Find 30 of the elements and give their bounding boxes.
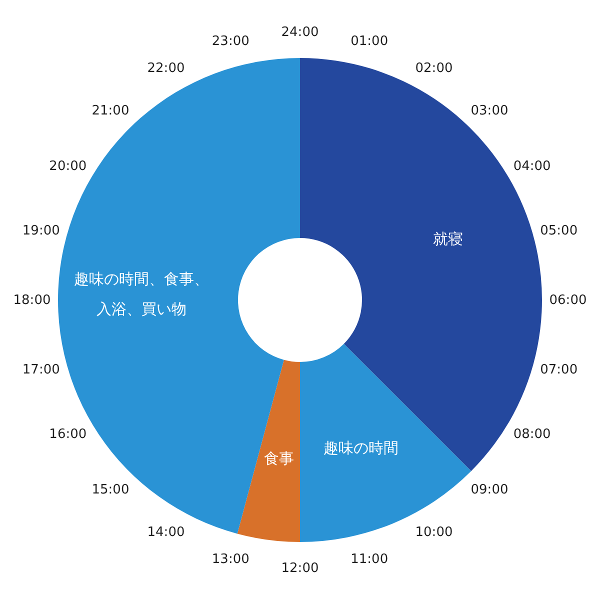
donut-slice [300, 344, 472, 542]
text: 10:00 [415, 525, 453, 540]
text: 21:00 [92, 103, 130, 118]
slice-label: 食事 [264, 450, 294, 468]
text: 08:00 [513, 427, 551, 442]
text: 12:00 [281, 561, 319, 576]
text: 22:00 [147, 60, 185, 76]
text: 11:00 [350, 552, 388, 567]
text: 23:00 [212, 34, 250, 50]
text: 16:00 [49, 427, 87, 442]
donut-slice [237, 360, 300, 542]
text: 01:00 [350, 34, 388, 50]
text: 06:00 [549, 293, 587, 308]
text: 03:00 [470, 103, 508, 118]
text: 05:00 [540, 224, 578, 239]
text: 14:00 [147, 525, 185, 540]
text: 17:00 [22, 362, 60, 378]
slice-label: 趣味の時間、食事、入浴、買い物 [74, 270, 209, 318]
text: 04:00 [513, 159, 551, 174]
text: 02:00 [415, 60, 453, 76]
text: 20:00 [49, 159, 87, 174]
text: 15:00 [92, 482, 130, 498]
slice-label: 就寝 [432, 230, 463, 248]
text: 13:00 [212, 552, 250, 567]
text: 19:00 [22, 224, 60, 239]
text: 07:00 [540, 362, 578, 378]
text: 18:00 [13, 293, 51, 308]
slice-label: 趣味の時間 [324, 438, 399, 457]
text: 09:00 [470, 482, 508, 498]
text: 24:00 [281, 25, 319, 40]
